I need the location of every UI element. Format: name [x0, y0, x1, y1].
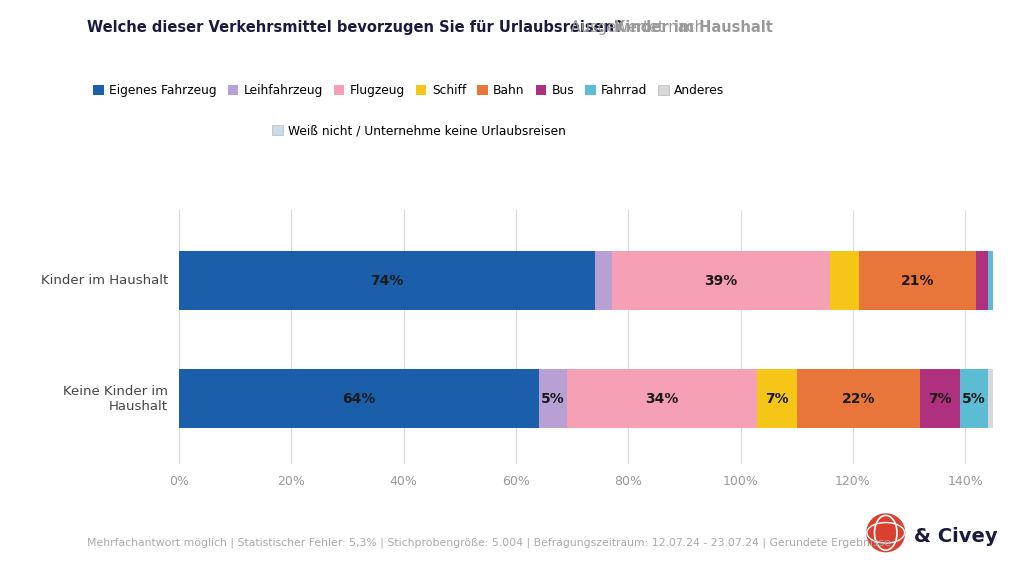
- Bar: [977, 252, 988, 310]
- Text: 5%: 5%: [962, 392, 985, 406]
- Legend: Eigenes Fahrzeug, Leihfahrzeug, Flugzeug, Schiff, Bahn, Bus, Fahrrad, Anderes: Eigenes Fahrzeug, Leihfahrzeug, Flugzeug…: [93, 84, 725, 97]
- Bar: [921, 369, 959, 429]
- Text: Ausgewertet nach: Ausgewertet nach: [566, 20, 709, 35]
- Legend: Weiß nicht / Unternehme keine Urlaubsreisen: Weiß nicht / Unternehme keine Urlaubsrei…: [272, 124, 566, 137]
- Bar: [988, 369, 993, 429]
- Bar: [988, 252, 1005, 310]
- Bar: [959, 369, 988, 429]
- Text: 7%: 7%: [928, 392, 951, 406]
- Text: Welche dieser Verkehrsmittel bevorzugen Sie für Urlaubsreisen?: Welche dieser Verkehrsmittel bevorzugen …: [87, 20, 623, 35]
- Circle shape: [867, 514, 904, 552]
- Bar: [595, 252, 611, 310]
- Text: 39%: 39%: [705, 274, 737, 288]
- Text: 22%: 22%: [842, 392, 876, 406]
- Text: 34%: 34%: [645, 392, 679, 406]
- Text: 5%: 5%: [541, 392, 564, 406]
- Text: 21%: 21%: [901, 274, 934, 288]
- Text: Kinder im Haushalt: Kinder im Haushalt: [614, 20, 773, 35]
- Text: 7%: 7%: [765, 392, 788, 406]
- Text: Mehrfachantwort möglich | Statistischer Fehler: 5,3% | Stichprobengröße: 5.004 |: Mehrfachantwort möglich | Statistischer …: [87, 538, 891, 548]
- Text: & Civey: & Civey: [914, 527, 998, 546]
- Bar: [179, 369, 539, 429]
- Bar: [566, 369, 758, 429]
- Text: 64%: 64%: [342, 392, 376, 406]
- Bar: [611, 252, 830, 310]
- Bar: [1005, 252, 1010, 310]
- Bar: [830, 252, 858, 310]
- Bar: [797, 369, 921, 429]
- Bar: [858, 252, 977, 310]
- Bar: [758, 369, 797, 429]
- Bar: [179, 252, 595, 310]
- Text: 74%: 74%: [371, 274, 403, 288]
- Bar: [539, 369, 566, 429]
